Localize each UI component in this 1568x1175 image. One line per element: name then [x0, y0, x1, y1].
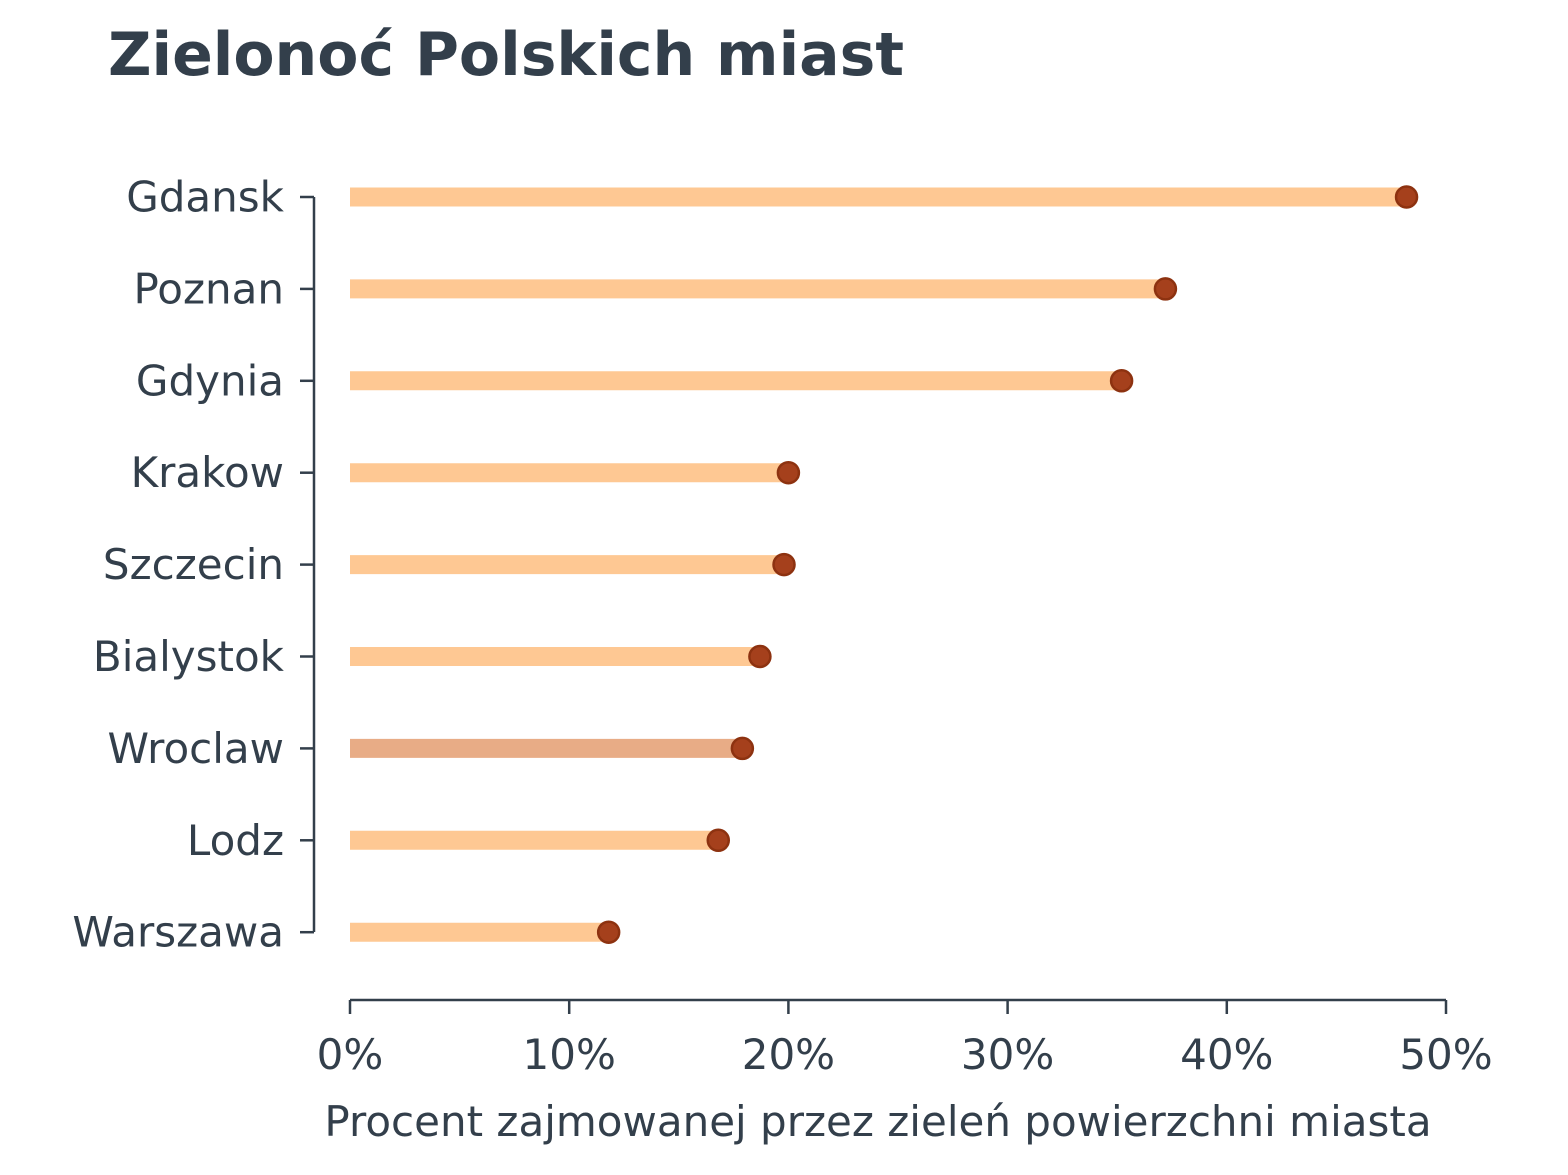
- chart-title: Zielonoć Polskich miast: [108, 20, 905, 90]
- x-tick-label-0: 0%: [317, 1030, 384, 1079]
- x-tick-label-20: 20%: [742, 1030, 835, 1079]
- y-tick-label-warszawa: Warszawa: [72, 908, 284, 957]
- dot-krakow: [776, 460, 801, 485]
- dots-group: [596, 185, 1419, 944]
- x-tick-label-40: 40%: [1180, 1030, 1273, 1079]
- y-tick-label-szczecin: Szczecin: [103, 540, 284, 589]
- bars-group: [350, 187, 1407, 942]
- x-axis-label: Procent zajmowanej przez zieleń powierzc…: [324, 1097, 1431, 1146]
- y-axis: Gdansk Poznan Gdynia Krakow Szczecin Bialysto…: [72, 173, 316, 957]
- dot-poznan: [1153, 277, 1178, 301]
- y-tick-label-krakow: Krakow: [131, 448, 284, 497]
- y-tick-label-bialystok: Bialystok: [93, 632, 285, 681]
- dot-lodz: [706, 828, 731, 853]
- y-tick-label-wroclaw: Wroclaw: [107, 724, 284, 773]
- x-tick-label-50: 50%: [1399, 1030, 1492, 1079]
- y-tick-label-gdansk: Gdansk: [126, 173, 284, 222]
- dot-warszawa: [596, 920, 621, 944]
- y-tick-label-gdynia: Gdynia: [136, 356, 284, 405]
- dot-bialystok: [748, 644, 772, 669]
- dot-szczecin: [772, 552, 796, 577]
- y-tick-label-lodz: Lodz: [187, 816, 284, 865]
- x-tick-label-30: 30%: [961, 1030, 1054, 1079]
- x-tick-label-10: 10%: [523, 1030, 616, 1079]
- dot-gdynia: [1109, 369, 1134, 393]
- dot-gdansk: [1394, 185, 1419, 209]
- y-tick-label-poznan: Poznan: [133, 264, 284, 313]
- dot-wroclaw: [730, 736, 755, 761]
- x-axis: 0% 10% 20% 30% 40% 50%: [317, 998, 1493, 1079]
